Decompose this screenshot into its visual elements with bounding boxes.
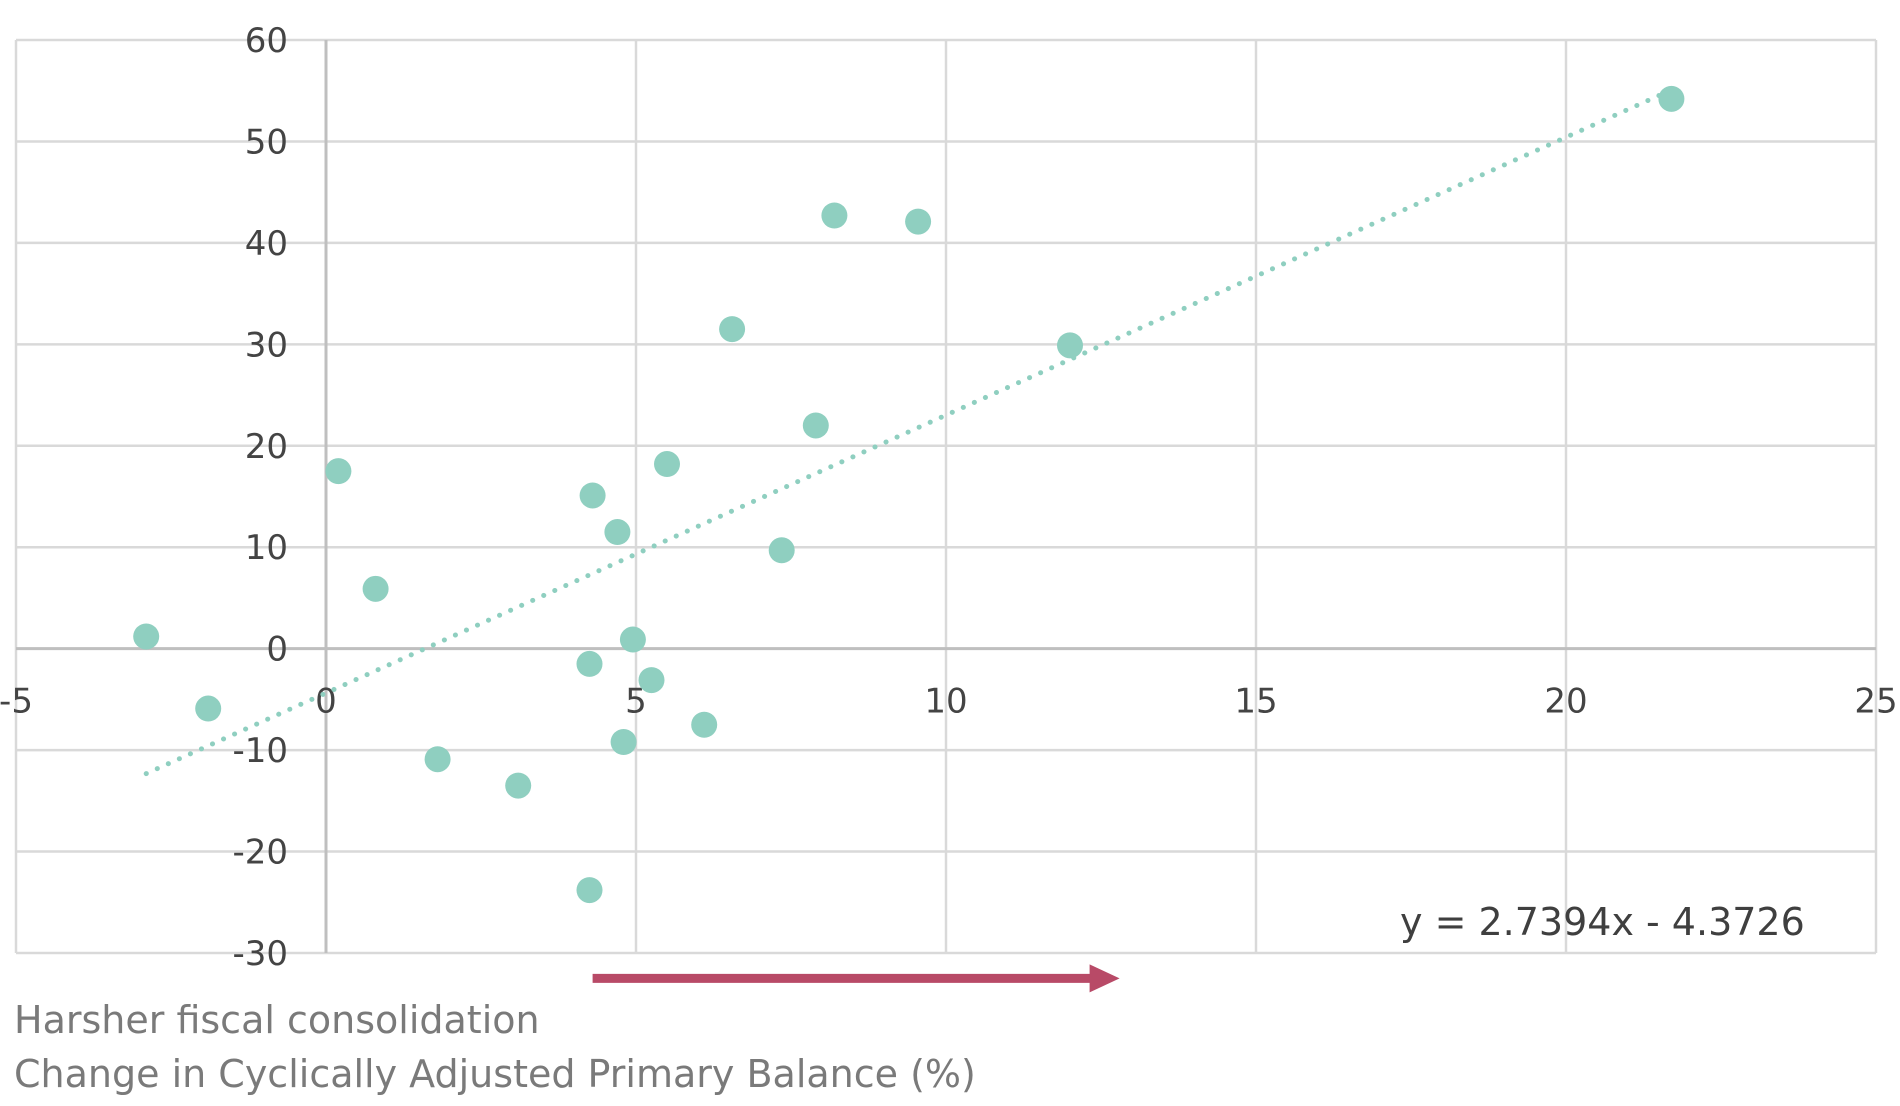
x-tick-label: 15	[1234, 682, 1277, 722]
data-point	[362, 575, 389, 602]
data-point	[505, 772, 532, 799]
x-tick-label: 0	[315, 682, 337, 722]
data-point	[579, 482, 606, 509]
y-tick-label: 20	[245, 427, 288, 467]
data-point	[905, 208, 932, 235]
y-tick-label: 40	[245, 224, 288, 264]
data-point	[424, 746, 451, 773]
data-point	[1658, 85, 1685, 112]
y-tick-label: 10	[245, 528, 288, 568]
data-point	[719, 316, 746, 343]
data-point	[610, 728, 637, 755]
y-tick-label: 60	[245, 21, 288, 61]
data-point	[576, 877, 603, 904]
arrow-head	[1089, 964, 1120, 993]
x-tick-label: 20	[1544, 682, 1587, 722]
grid-lines	[14, 38, 1878, 955]
data-point	[576, 650, 603, 677]
data-point	[768, 537, 795, 564]
data-point	[638, 667, 665, 694]
y-tick-label: -30	[232, 934, 288, 974]
data-point	[619, 626, 646, 653]
direction-arrow	[592, 964, 1120, 993]
y-tick-label: -20	[232, 833, 288, 873]
trendline-line	[143, 87, 1674, 777]
data-points	[133, 85, 1685, 904]
zero-axes	[16, 40, 1876, 953]
x-tick-label: 5	[625, 682, 647, 722]
data-point	[654, 451, 680, 478]
data-point	[133, 623, 160, 650]
data-point	[325, 458, 352, 485]
annotation-text: Harsher fiscal consolidation	[14, 998, 540, 1042]
data-point	[604, 519, 631, 546]
y-tick-label: -10	[232, 731, 288, 771]
x-tick-label: 25	[1854, 682, 1897, 722]
trendline	[143, 87, 1674, 777]
x-tick-labels: -5 0 5 10 15 20 25	[0, 682, 1898, 722]
data-point	[691, 711, 718, 738]
y-tick-label: 30	[245, 325, 288, 365]
y-tick-label: 0	[266, 630, 288, 670]
x-tick-label: 10	[924, 682, 967, 722]
trendline-equation: y = 2.7394x - 4.3726	[1400, 900, 1805, 944]
data-point	[802, 412, 829, 439]
x-axis-label: Change in Cyclically Adjusted Primary Ba…	[14, 1052, 976, 1096]
y-tick-labels: -30 -20 -10 0 10 20 30 40 50 60	[232, 21, 288, 974]
data-point	[1057, 332, 1083, 359]
data-point	[821, 202, 848, 229]
data-point	[195, 695, 222, 722]
x-tick-label: -5	[0, 682, 33, 722]
y-tick-label: 50	[245, 122, 288, 162]
